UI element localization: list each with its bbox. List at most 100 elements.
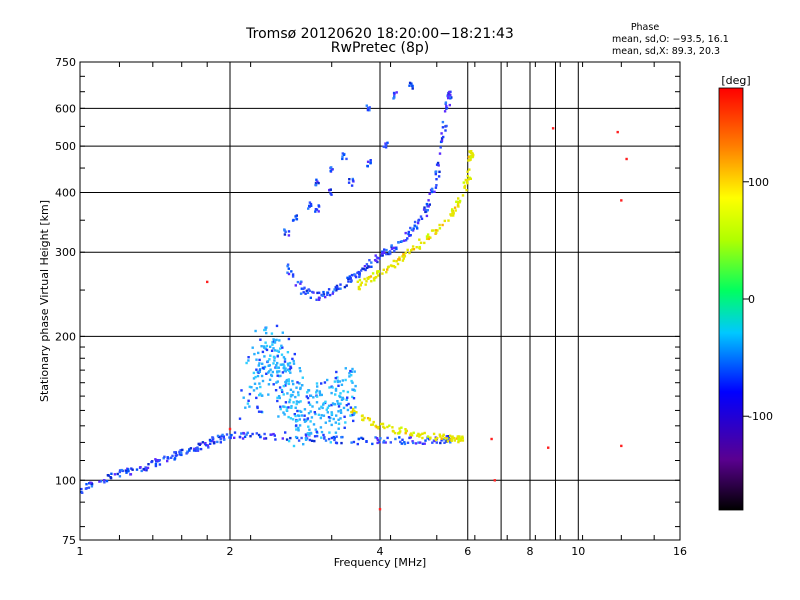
data-point — [238, 435, 242, 439]
data-point — [327, 437, 331, 441]
data-point — [457, 440, 460, 444]
data-point — [206, 444, 210, 447]
data-point — [358, 278, 362, 282]
data-point — [196, 449, 199, 452]
data-point — [395, 247, 398, 251]
data-point — [294, 435, 298, 439]
data-point — [339, 287, 342, 290]
data-point — [351, 395, 354, 399]
data-point — [404, 430, 408, 433]
data-point — [335, 441, 339, 445]
data-point — [392, 246, 396, 250]
data-point — [253, 352, 256, 356]
data-point — [258, 358, 261, 362]
data-point — [389, 252, 392, 255]
data-point — [103, 481, 106, 484]
data-point — [248, 392, 252, 396]
data-point — [313, 411, 316, 414]
data-point — [417, 432, 420, 436]
data-point — [284, 230, 287, 233]
data-point — [261, 362, 264, 365]
data-point — [304, 292, 307, 295]
data-point — [339, 402, 342, 405]
data-point — [333, 380, 337, 383]
data-point — [216, 434, 220, 438]
data-point — [240, 389, 243, 392]
data-point — [354, 411, 358, 414]
data-point — [426, 437, 430, 440]
data-point — [294, 215, 297, 218]
data-point — [297, 439, 301, 442]
data-point — [228, 427, 232, 431]
data-point — [277, 366, 280, 369]
data-point — [89, 481, 92, 484]
data-point — [441, 223, 444, 227]
data-point — [438, 227, 442, 230]
data-point — [401, 255, 404, 258]
data-point — [458, 199, 462, 203]
data-point — [351, 367, 354, 371]
data-point — [282, 356, 286, 359]
data-point — [269, 345, 272, 348]
data-point — [261, 350, 265, 354]
data-point — [293, 352, 296, 356]
data-point — [296, 280, 300, 284]
data-point — [350, 273, 354, 277]
data-point — [433, 190, 436, 193]
data-point — [262, 366, 265, 370]
data-point — [320, 393, 323, 397]
data-point — [284, 431, 287, 434]
data-point — [366, 160, 370, 163]
data-point — [393, 431, 397, 435]
data-point — [445, 124, 448, 128]
data-point — [140, 469, 143, 473]
data-point — [455, 437, 458, 440]
data-point — [418, 435, 421, 438]
data-point — [366, 417, 370, 420]
data-point — [330, 412, 334, 415]
data-point — [417, 219, 420, 222]
data-point — [303, 286, 306, 289]
data-point — [286, 351, 290, 354]
data-point — [219, 441, 222, 444]
y-tick-label: 75 — [62, 534, 76, 547]
data-point — [344, 367, 347, 370]
data-point — [296, 409, 299, 413]
data-point — [381, 422, 385, 426]
data-point — [257, 371, 260, 374]
data-point — [350, 184, 354, 187]
data-point — [403, 442, 407, 446]
data-point — [274, 389, 278, 392]
data-point — [162, 457, 165, 460]
data-point — [275, 364, 278, 367]
data-point — [461, 436, 464, 440]
data-point — [336, 379, 339, 382]
data-point — [368, 109, 371, 112]
data-point — [298, 418, 301, 421]
data-point — [348, 275, 351, 278]
data-point — [309, 394, 313, 397]
data-point — [461, 194, 465, 197]
data-point — [439, 441, 442, 445]
data-point — [290, 406, 293, 409]
data-point — [433, 439, 436, 443]
data-point — [415, 246, 418, 249]
data-point — [273, 349, 277, 352]
data-point — [426, 435, 430, 438]
data-point — [212, 441, 216, 444]
data-point — [125, 471, 128, 474]
data-point — [299, 282, 302, 285]
data-point — [317, 210, 320, 213]
data-point — [326, 378, 329, 382]
data-point — [345, 404, 348, 407]
data-point — [377, 270, 380, 273]
data-point — [318, 407, 321, 410]
data-point — [351, 413, 354, 417]
data-point — [386, 268, 389, 271]
data-point — [99, 480, 103, 483]
data-point — [317, 296, 321, 299]
data-point — [282, 393, 285, 396]
data-point — [381, 251, 384, 254]
data-point — [366, 277, 369, 280]
data-point — [448, 95, 451, 99]
